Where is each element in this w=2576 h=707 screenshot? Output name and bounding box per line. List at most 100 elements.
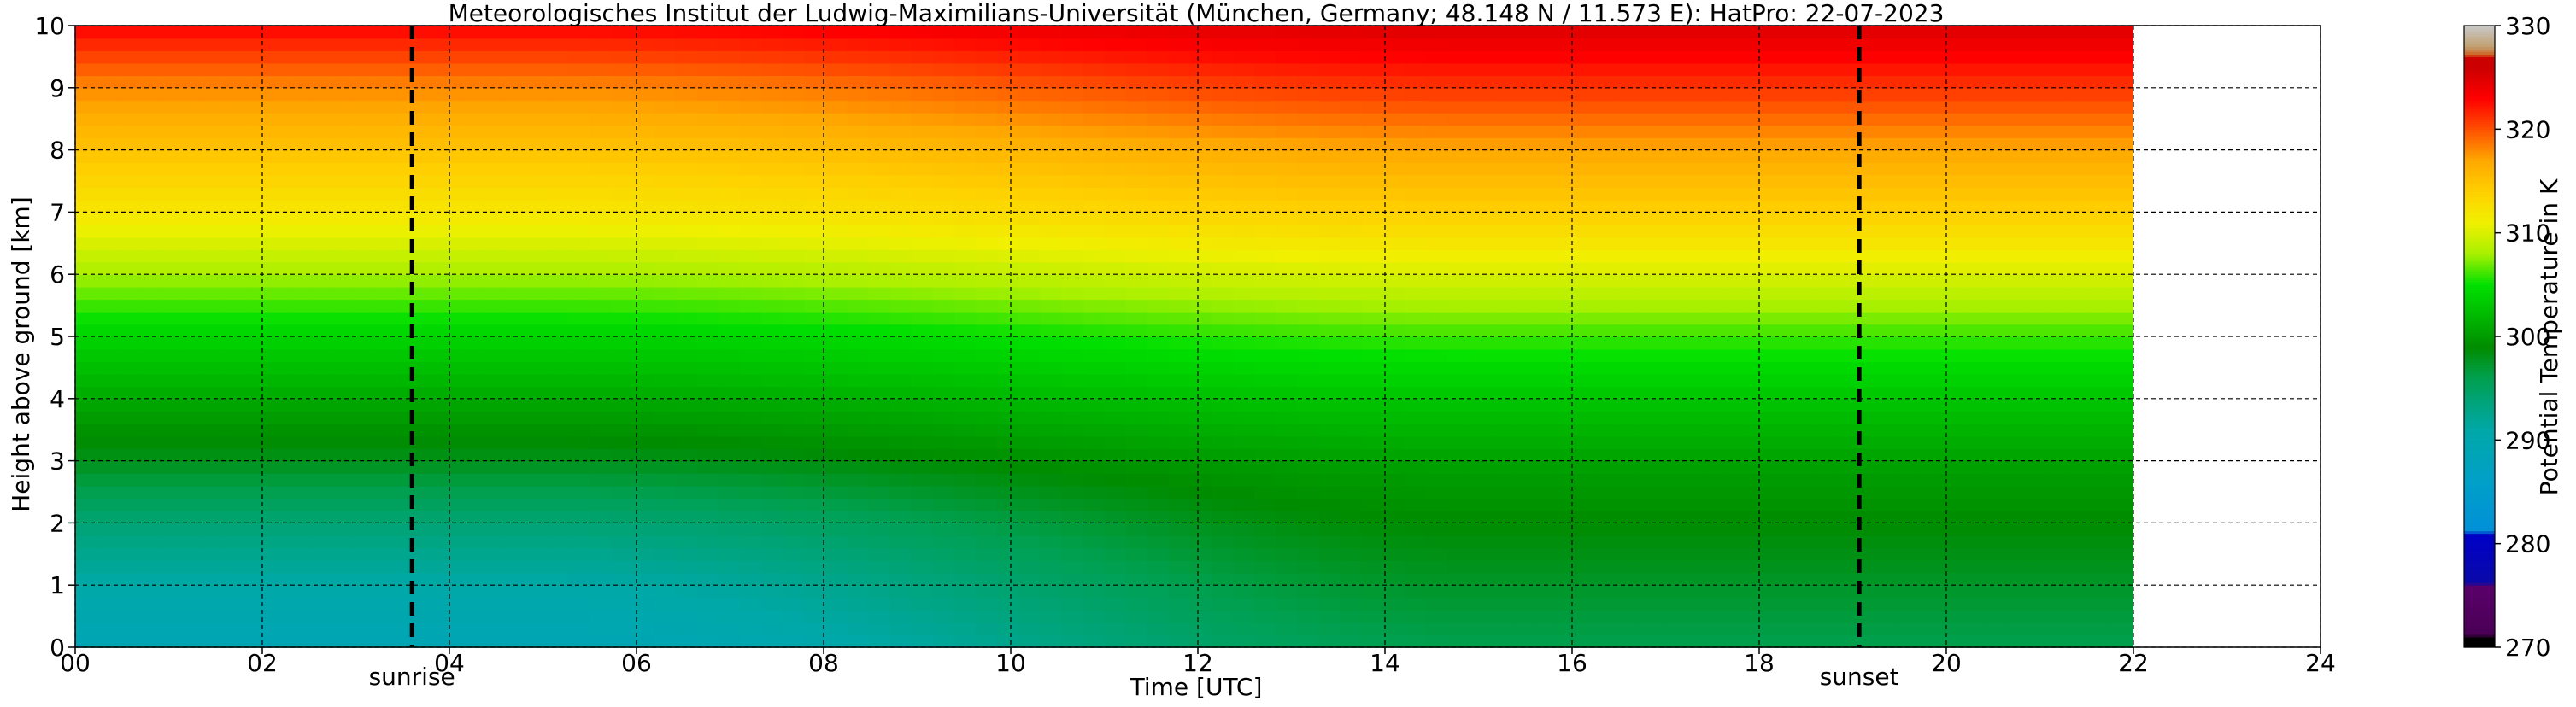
heatmap-cell	[933, 411, 955, 424]
heatmap-cell	[2091, 100, 2113, 113]
heatmap-cell	[1105, 113, 1127, 126]
heatmap-cell	[2112, 511, 2134, 523]
heatmap-cell	[1533, 448, 1555, 461]
heatmap-cell	[890, 225, 912, 237]
heatmap-cell	[1747, 634, 1769, 647]
heatmap-cell	[1662, 175, 1684, 188]
heatmap-cell	[1812, 249, 1834, 262]
heatmap-cell	[1576, 386, 1599, 399]
heatmap-cell	[1705, 610, 1727, 622]
heatmap-cell	[1662, 262, 1684, 275]
heatmap-cell	[847, 634, 869, 647]
heatmap-cell	[654, 137, 677, 150]
heatmap-cell	[1511, 573, 1534, 586]
heatmap-cell	[1554, 610, 1576, 622]
heatmap-cell	[1490, 560, 1512, 573]
heatmap-cell	[139, 125, 161, 137]
heatmap-cell	[311, 175, 333, 188]
heatmap-cell	[2069, 175, 2092, 188]
heatmap-cell	[483, 473, 505, 486]
heatmap-cell	[1447, 100, 1470, 113]
heatmap-cell	[912, 299, 934, 312]
heatmap-cell	[311, 225, 333, 237]
heatmap-cell	[161, 473, 183, 486]
heatmap-cell	[2027, 237, 2049, 250]
heatmap-cell	[1619, 435, 1641, 448]
heatmap-cell	[1341, 448, 1363, 461]
heatmap-cell	[375, 75, 397, 88]
heatmap-cell	[1212, 324, 1234, 336]
heatmap-cell	[912, 200, 934, 213]
heatmap-cell	[933, 187, 955, 200]
heatmap-cell	[1619, 622, 1641, 635]
heatmap-cell	[440, 374, 462, 387]
heatmap-cell	[740, 573, 762, 586]
heatmap-cell	[719, 573, 741, 586]
heatmap-cell	[268, 435, 290, 448]
heatmap-cell	[654, 299, 677, 312]
heatmap-cell	[997, 473, 1019, 486]
heatmap-cell	[697, 137, 719, 150]
heatmap-cell	[890, 598, 912, 611]
heatmap-cell	[2004, 113, 2027, 126]
heatmap-cell	[1276, 324, 1298, 336]
heatmap-cell	[375, 523, 397, 535]
heatmap-cell	[954, 573, 977, 586]
heatmap-cell	[2091, 560, 2113, 573]
heatmap-cell	[547, 424, 569, 436]
heatmap-cell	[783, 50, 805, 63]
heatmap-cell	[783, 585, 805, 598]
heatmap-cell	[161, 585, 183, 598]
heatmap-cell	[912, 26, 934, 38]
heatmap-cell	[590, 535, 612, 548]
heatmap-cell	[440, 88, 462, 101]
heatmap-cell	[912, 212, 934, 225]
heatmap-cell	[461, 634, 484, 647]
heatmap-cell	[1362, 187, 1384, 200]
heatmap-cell	[1983, 435, 2005, 448]
heatmap-cell	[332, 324, 355, 336]
heatmap-cell	[354, 26, 376, 38]
heatmap-cell	[419, 435, 441, 448]
heatmap-cell	[182, 324, 204, 336]
heatmap-cell	[976, 349, 998, 362]
heatmap-cell	[2004, 448, 2027, 461]
heatmap-cell	[740, 511, 762, 523]
heatmap-cell	[1791, 299, 1813, 312]
heatmap-cell	[1705, 336, 1727, 349]
heatmap-cell	[1511, 113, 1534, 126]
heatmap-cell	[97, 312, 119, 324]
heatmap-cell	[1662, 312, 1684, 324]
heatmap-cell	[247, 435, 269, 448]
heatmap-cell	[847, 511, 869, 523]
heatmap-cell	[2112, 150, 2134, 163]
heatmap-cell	[697, 225, 719, 237]
heatmap-cell	[1726, 498, 1748, 511]
heatmap-cell	[1212, 113, 1234, 126]
heatmap-cell	[440, 411, 462, 424]
heatmap-cell	[2091, 26, 2113, 38]
heatmap-cell	[1147, 560, 1170, 573]
heatmap-cell	[1083, 424, 1105, 436]
heatmap-cell	[1190, 598, 1212, 611]
heatmap-cell	[504, 175, 526, 188]
heatmap-cell	[1962, 411, 1984, 424]
heatmap-cell	[1726, 324, 1748, 336]
heatmap-cell	[139, 38, 161, 51]
heatmap-cell	[268, 548, 290, 561]
heatmap-cell	[847, 461, 869, 474]
heatmap-cell	[204, 100, 226, 113]
heatmap-cell	[1598, 150, 1620, 163]
heatmap-cell	[483, 399, 505, 412]
heatmap-cell	[1254, 212, 1276, 225]
heatmap-cell	[504, 598, 526, 611]
heatmap-cell	[676, 113, 698, 126]
heatmap-cell	[1834, 75, 1856, 88]
heatmap-cell	[1640, 63, 1663, 76]
heatmap-cell	[290, 200, 312, 213]
heatmap-cell	[868, 473, 890, 486]
heatmap-cell	[976, 461, 998, 474]
heatmap-cell	[1190, 287, 1212, 300]
heatmap-cell	[590, 38, 612, 51]
heatmap-cell	[1511, 274, 1534, 287]
